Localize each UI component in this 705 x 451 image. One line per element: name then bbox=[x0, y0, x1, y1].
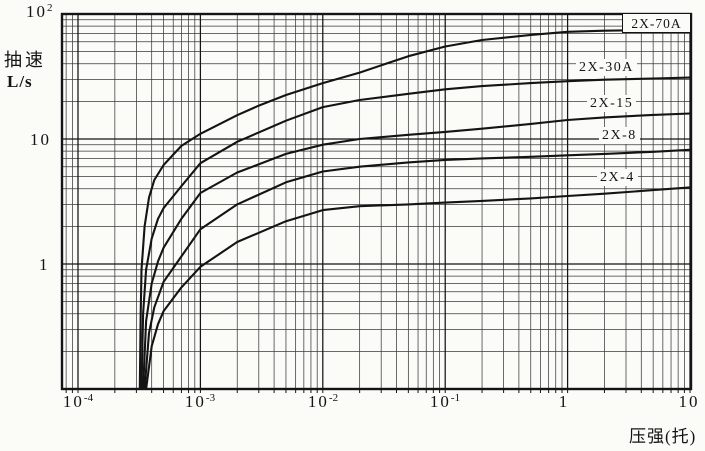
plot-border bbox=[60, 12, 693, 391]
curve-label-2x-8: 2X-8 bbox=[599, 127, 640, 144]
y-tick-100: 102 bbox=[26, 2, 53, 21]
y-axis-title: 抽速 bbox=[4, 50, 46, 70]
curve-label-2x-30a: 2X-30A bbox=[576, 59, 637, 76]
curve-2X-70A bbox=[138, 28, 690, 388]
x-tick-1e-2: 10-2 bbox=[307, 392, 339, 411]
grid-minor-lines bbox=[62, 14, 691, 389]
x-tick-1e-3: 10-3 bbox=[184, 392, 216, 411]
x-tick-1e-1: 10-1 bbox=[429, 392, 461, 411]
curve-2X-30A bbox=[140, 76, 690, 388]
curve-label-2x-15: 2X-15 bbox=[587, 95, 637, 112]
y-axis-title-units: L/s bbox=[7, 72, 33, 91]
curve-label-2x-70a: 2X-70A bbox=[622, 13, 691, 33]
y-tick-10: 10 bbox=[30, 130, 51, 149]
x-tick-1: 1 bbox=[558, 392, 570, 411]
curve-label-2x-4: 2X-4 bbox=[597, 169, 638, 186]
y-tick-100-exp: 2 bbox=[47, 2, 53, 14]
y-tick-1: 1 bbox=[39, 255, 50, 274]
x-tick-1e-4: 10-4 bbox=[62, 392, 94, 411]
pump-speed-curves bbox=[138, 28, 690, 388]
x-axis-title: 压强(托) bbox=[629, 427, 697, 446]
curve-2X-8 bbox=[143, 148, 690, 388]
curve-2X-15 bbox=[142, 112, 690, 388]
curve-2X-4 bbox=[145, 186, 690, 388]
x-tick-10: 10 bbox=[678, 392, 700, 411]
